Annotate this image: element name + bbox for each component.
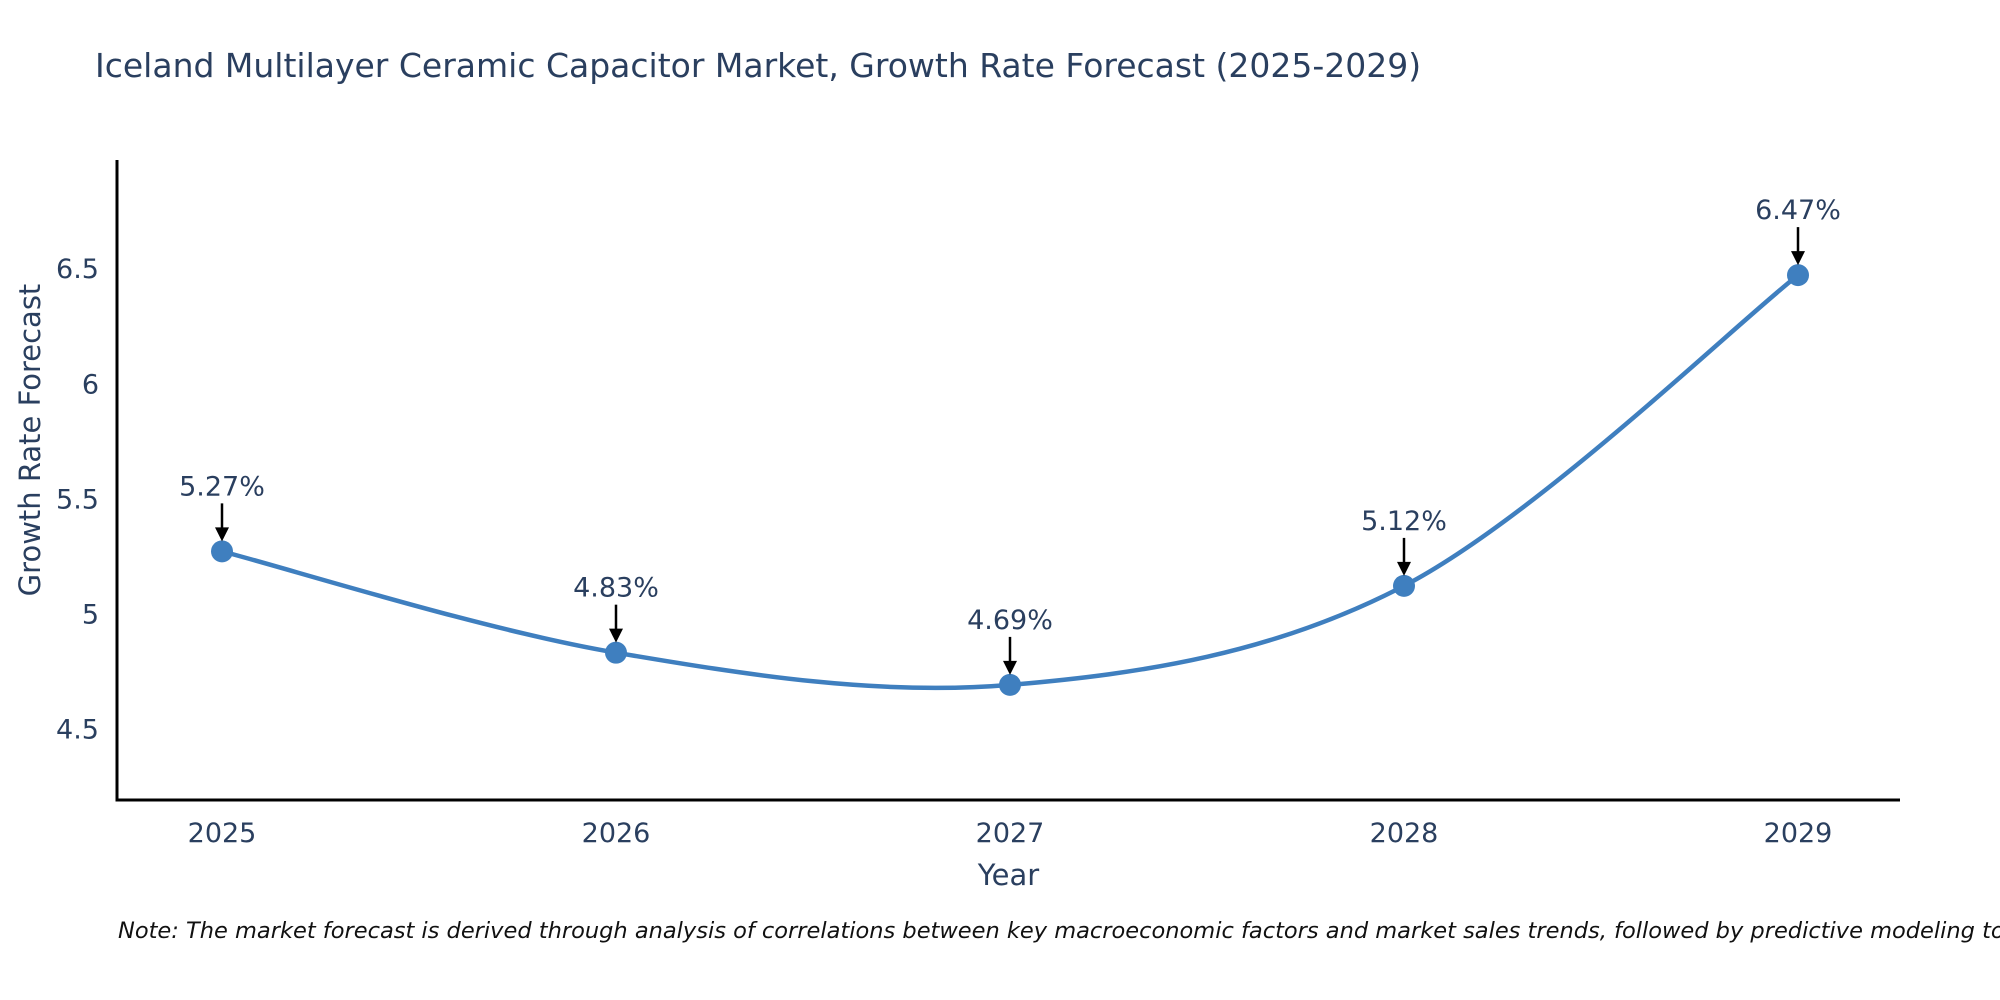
x-tick-label: 2029 <box>1764 818 1833 849</box>
annotation-arrowhead <box>1791 251 1805 266</box>
point-value-label: 5.12% <box>1361 506 1447 537</box>
annotation-arrowhead <box>215 527 229 542</box>
y-axis-title-text: Growth Rate Forecast <box>13 283 47 597</box>
y-tick-label: 6 <box>82 369 99 400</box>
data-point-2029[interactable] <box>1787 264 1809 287</box>
footnote-text: Note: The market forecast is derived thr… <box>118 918 2000 944</box>
data-point-2025[interactable] <box>211 540 233 563</box>
y-tick-label: 6.5 <box>56 254 99 285</box>
chart-title: Iceland Multilayer Ceramic Capacitor Mar… <box>95 46 1422 85</box>
x-tick-label: 2025 <box>188 818 257 849</box>
x-axis-title: Year <box>977 858 1040 892</box>
y-tick-label: 4.5 <box>56 715 99 746</box>
x-tick-label: 2028 <box>1370 818 1439 849</box>
x-tick-label: 2027 <box>976 818 1045 849</box>
y-tick-label: 5.5 <box>56 484 99 515</box>
data-point-2026[interactable] <box>605 641 627 664</box>
annotation-arrowhead <box>609 628 623 643</box>
x-tick-label: 2026 <box>582 818 651 849</box>
y-tick-label: 5 <box>82 600 99 631</box>
data-point-2028[interactable] <box>1393 574 1415 597</box>
point-value-label: 4.69% <box>967 605 1053 636</box>
point-value-label: 6.47% <box>1755 195 1841 226</box>
data-point-2027[interactable] <box>999 673 1021 696</box>
annotation-arrowhead <box>1397 561 1411 576</box>
point-value-label: 4.83% <box>573 573 659 604</box>
annotation-arrowhead <box>1003 660 1017 675</box>
point-value-label: 5.27% <box>179 471 265 502</box>
